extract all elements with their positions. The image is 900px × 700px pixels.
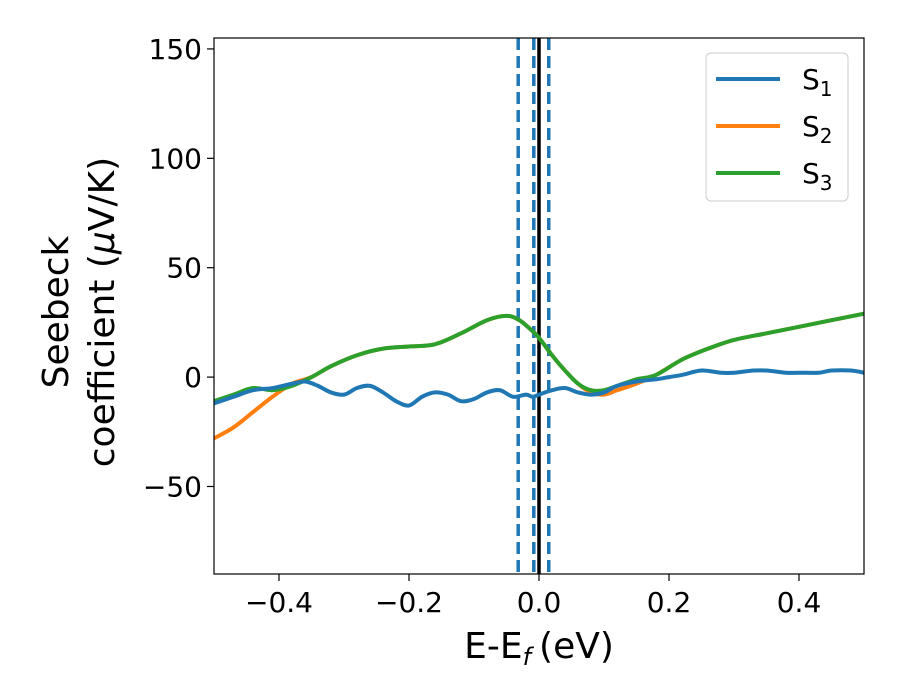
x-tick-label: 0.0 xyxy=(517,586,562,619)
svg-text:Seebeck: Seebeck xyxy=(36,235,77,388)
y-tick-label: 100 xyxy=(149,142,202,175)
x-tick-label: 0.4 xyxy=(777,586,822,619)
vertical-reference-lines xyxy=(516,38,551,574)
legend-items: S1 S2 S3 xyxy=(716,63,833,195)
x-axis-title: E-Ef (eV) xyxy=(464,626,614,671)
y-axis-ticks: −50 0 50 100 150 xyxy=(143,33,214,503)
x-tick-label: −0.4 xyxy=(245,586,313,619)
legend-label-s2: S2 xyxy=(802,110,833,148)
legend: S1 S2 S3 xyxy=(705,52,849,202)
x-tick-label: 0.2 xyxy=(647,586,692,619)
y-tick-label: 150 xyxy=(149,33,202,66)
y-tick-label: 0 xyxy=(184,361,202,394)
y-tick-label: 50 xyxy=(166,252,202,285)
y-tick-label: −50 xyxy=(143,470,202,503)
series-line-s1 xyxy=(214,368,864,408)
legend-label-s1: S1 xyxy=(802,63,833,101)
x-axis-ticks: −0.4 −0.2 0.0 0.2 0.4 xyxy=(245,574,821,619)
svg-text:coefficient (μV/K): coefficient (μV/K) xyxy=(82,157,123,467)
legend-label-s3: S3 xyxy=(802,157,833,195)
x-tick-label: −0.2 xyxy=(375,586,443,619)
series-layer xyxy=(214,311,864,441)
y-axis-title: Seebeck coefficient (μV/K) xyxy=(36,157,123,467)
series-line-s3 xyxy=(214,311,864,404)
